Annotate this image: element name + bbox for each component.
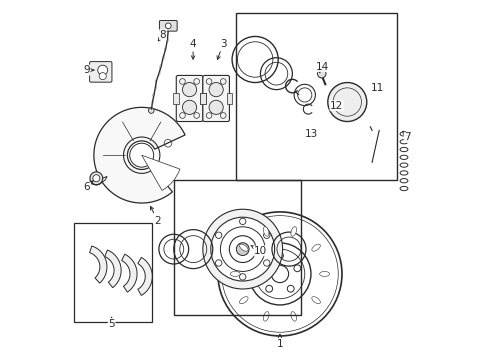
Bar <box>173 93 179 104</box>
Text: 6: 6 <box>83 181 93 192</box>
Bar <box>235 13 396 180</box>
Text: 10: 10 <box>250 246 266 256</box>
Wedge shape <box>142 155 180 190</box>
Circle shape <box>165 23 171 29</box>
Ellipse shape <box>311 244 320 251</box>
Ellipse shape <box>311 297 320 304</box>
Text: 7: 7 <box>402 131 410 143</box>
Ellipse shape <box>263 312 268 321</box>
FancyBboxPatch shape <box>89 62 112 82</box>
Text: 14: 14 <box>315 62 328 73</box>
Circle shape <box>210 217 274 281</box>
FancyBboxPatch shape <box>176 76 203 122</box>
Circle shape <box>182 100 196 114</box>
Polygon shape <box>104 250 121 288</box>
Bar <box>200 93 205 104</box>
Circle shape <box>327 82 366 122</box>
Circle shape <box>148 108 154 113</box>
Polygon shape <box>89 246 107 283</box>
Text: 3: 3 <box>217 39 226 59</box>
Text: 8: 8 <box>158 30 166 41</box>
Circle shape <box>129 143 153 167</box>
Circle shape <box>90 172 102 185</box>
Circle shape <box>182 82 196 97</box>
Circle shape <box>317 69 325 78</box>
Text: 13: 13 <box>305 129 318 139</box>
Bar <box>226 93 232 104</box>
Circle shape <box>209 82 223 97</box>
Ellipse shape <box>239 244 247 251</box>
Ellipse shape <box>290 312 296 321</box>
Text: 2: 2 <box>150 207 161 226</box>
Ellipse shape <box>239 297 247 304</box>
Text: 1: 1 <box>276 334 283 349</box>
Ellipse shape <box>290 227 296 236</box>
FancyBboxPatch shape <box>203 76 229 122</box>
Ellipse shape <box>230 271 240 276</box>
Polygon shape <box>122 254 137 292</box>
Circle shape <box>236 243 248 256</box>
Ellipse shape <box>263 227 268 236</box>
Text: 4: 4 <box>189 39 196 59</box>
Bar <box>74 222 152 322</box>
Circle shape <box>98 65 107 75</box>
Text: 11: 11 <box>370 83 383 93</box>
Circle shape <box>209 100 223 114</box>
Text: 5: 5 <box>108 318 115 329</box>
Bar <box>200 93 205 104</box>
Circle shape <box>93 175 100 182</box>
Circle shape <box>203 209 282 289</box>
Circle shape <box>99 73 106 80</box>
Ellipse shape <box>319 271 329 276</box>
Text: 9: 9 <box>83 65 94 75</box>
FancyBboxPatch shape <box>159 21 177 31</box>
Polygon shape <box>138 257 152 296</box>
Text: 12: 12 <box>329 100 343 111</box>
Bar <box>173 180 301 315</box>
Polygon shape <box>94 107 184 203</box>
